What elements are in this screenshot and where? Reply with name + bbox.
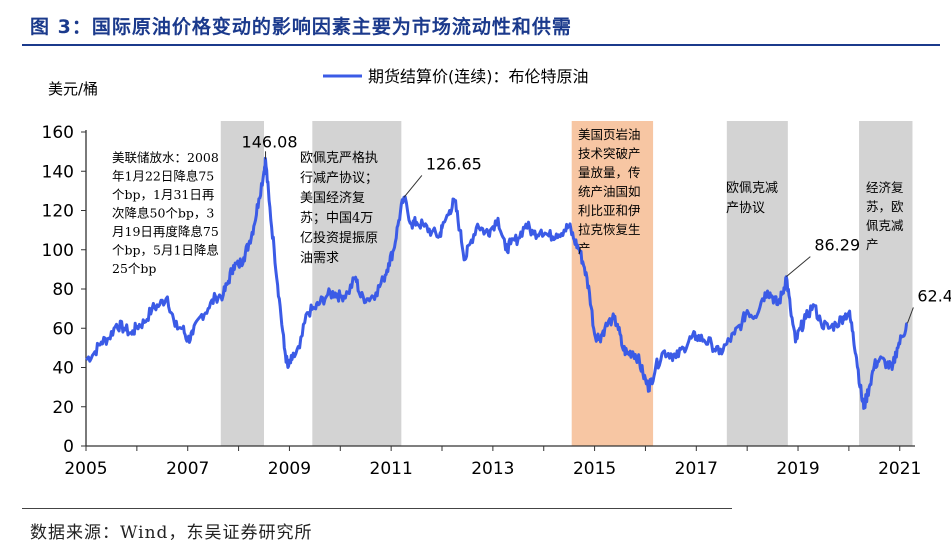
series-layer bbox=[85, 156, 909, 410]
annotation-line: 欧佩克减 bbox=[726, 181, 778, 196]
annotation-line: 产协议 bbox=[726, 201, 765, 216]
point-label: 86.29 bbox=[814, 236, 860, 255]
point-label-leader bbox=[906, 307, 914, 324]
shaded-period-3 bbox=[571, 121, 654, 446]
point-label: 62.43 bbox=[917, 286, 951, 305]
x-tick-label: 2017 bbox=[675, 459, 718, 479]
y-tick-label: 0 bbox=[63, 437, 74, 457]
title-divider bbox=[22, 44, 940, 46]
point-label-leader bbox=[403, 175, 423, 198]
x-tick-label: 2009 bbox=[268, 459, 311, 479]
annotation-line: 美国经济复 bbox=[300, 191, 365, 206]
shaded-periods bbox=[220, 121, 913, 446]
annotation-line: 拉克恢复生 bbox=[578, 222, 641, 237]
source-note: 数据来源：Wind，东吴证券研究所 bbox=[30, 523, 313, 543]
x-tick-label: 2019 bbox=[776, 459, 819, 479]
shaded-period-4 bbox=[726, 121, 788, 446]
y-tick-label: 160 bbox=[42, 123, 74, 143]
series-line-brent bbox=[85, 156, 909, 410]
annotation-line: 年1月22日降息75 bbox=[112, 169, 214, 184]
axes: 0 20 40 60 80 100 120 140 160 2005 2007 2009 2011 201… bbox=[42, 123, 922, 479]
annotation-line: 个bp，5月1日降息 bbox=[112, 243, 219, 258]
legend-series-label: 期货结算价(连续)：布伦特原油 bbox=[368, 67, 589, 86]
annotation-line: 产 bbox=[578, 241, 591, 256]
annotation-line: 苏，欧 bbox=[866, 199, 904, 214]
x-tick-label: 2021 bbox=[878, 459, 921, 479]
annotation-line: 行减产协议； bbox=[300, 171, 378, 186]
figure-title: 图 3：国际原油价格变动的影响因素主要为市场流动性和供需 bbox=[30, 16, 572, 38]
legend: 期货结算价(连续)：布伦特原油 bbox=[323, 67, 589, 86]
point-label: 146.08 bbox=[242, 132, 298, 151]
annotation-line: 美国页岩油 bbox=[578, 127, 641, 142]
annotation-line: 月19日再度降息75 bbox=[112, 224, 219, 239]
x-tick-label: 2013 bbox=[471, 459, 514, 479]
point-label: 126.65 bbox=[426, 154, 482, 173]
y-tick-label: 140 bbox=[42, 162, 74, 182]
x-tick-label: 2015 bbox=[573, 459, 616, 479]
source-divider bbox=[22, 508, 732, 509]
annotation-line: 油需求 bbox=[300, 251, 339, 266]
y-tick-label: 120 bbox=[42, 202, 74, 222]
annotation-line: 个bp，1月31日再 bbox=[112, 187, 215, 202]
annotation-line: 佩克减 bbox=[866, 218, 904, 233]
annotation-line: 美联储放水：2008 bbox=[112, 150, 219, 165]
annotations: 146.08 126.65 86.29 62.43 美联储放水：2008 年1月22日降息… bbox=[112, 127, 951, 324]
y-tick-label: 40 bbox=[52, 359, 74, 379]
annotation-line: 亿投资提振原 bbox=[300, 230, 378, 246]
annotation-line: 苏；中国4万 bbox=[300, 210, 373, 226]
x-tick-label: 2011 bbox=[370, 459, 413, 479]
y-unit-label: 美元/桶 bbox=[48, 80, 98, 98]
fed-annotation: 美联储放水：2008 年1月22日降息75 个bp，1月31日再次降息50个bp，3… bbox=[112, 150, 219, 276]
x-tick-label: 2007 bbox=[166, 459, 209, 479]
annotation-line: 技术突破产 bbox=[578, 146, 641, 161]
annotation-line: 欧佩克严格执 bbox=[300, 150, 378, 166]
annotation-line: 次降息50个bp，3 bbox=[112, 206, 214, 221]
point-label-leader bbox=[786, 256, 811, 278]
oil-price-chart: 0 20 40 60 80 100 120 140 160 2005 2007 2009 2011 201… bbox=[42, 67, 951, 479]
y-tick-label: 20 bbox=[52, 398, 74, 418]
annotation-line: 统产油国如 bbox=[578, 184, 641, 199]
annotation-line: 利比亚和伊 bbox=[578, 203, 641, 218]
y-tick-label: 60 bbox=[52, 319, 74, 339]
annotation-line: 产 bbox=[866, 237, 879, 252]
annotation-line: 25个bp bbox=[112, 261, 156, 276]
y-tick-label: 100 bbox=[42, 241, 74, 261]
annotation-line: 量放量，传 bbox=[578, 165, 641, 180]
x-tick-label: 2005 bbox=[64, 459, 107, 479]
y-tick-label: 80 bbox=[52, 280, 74, 300]
annotation-line: 经济复 bbox=[866, 180, 904, 195]
